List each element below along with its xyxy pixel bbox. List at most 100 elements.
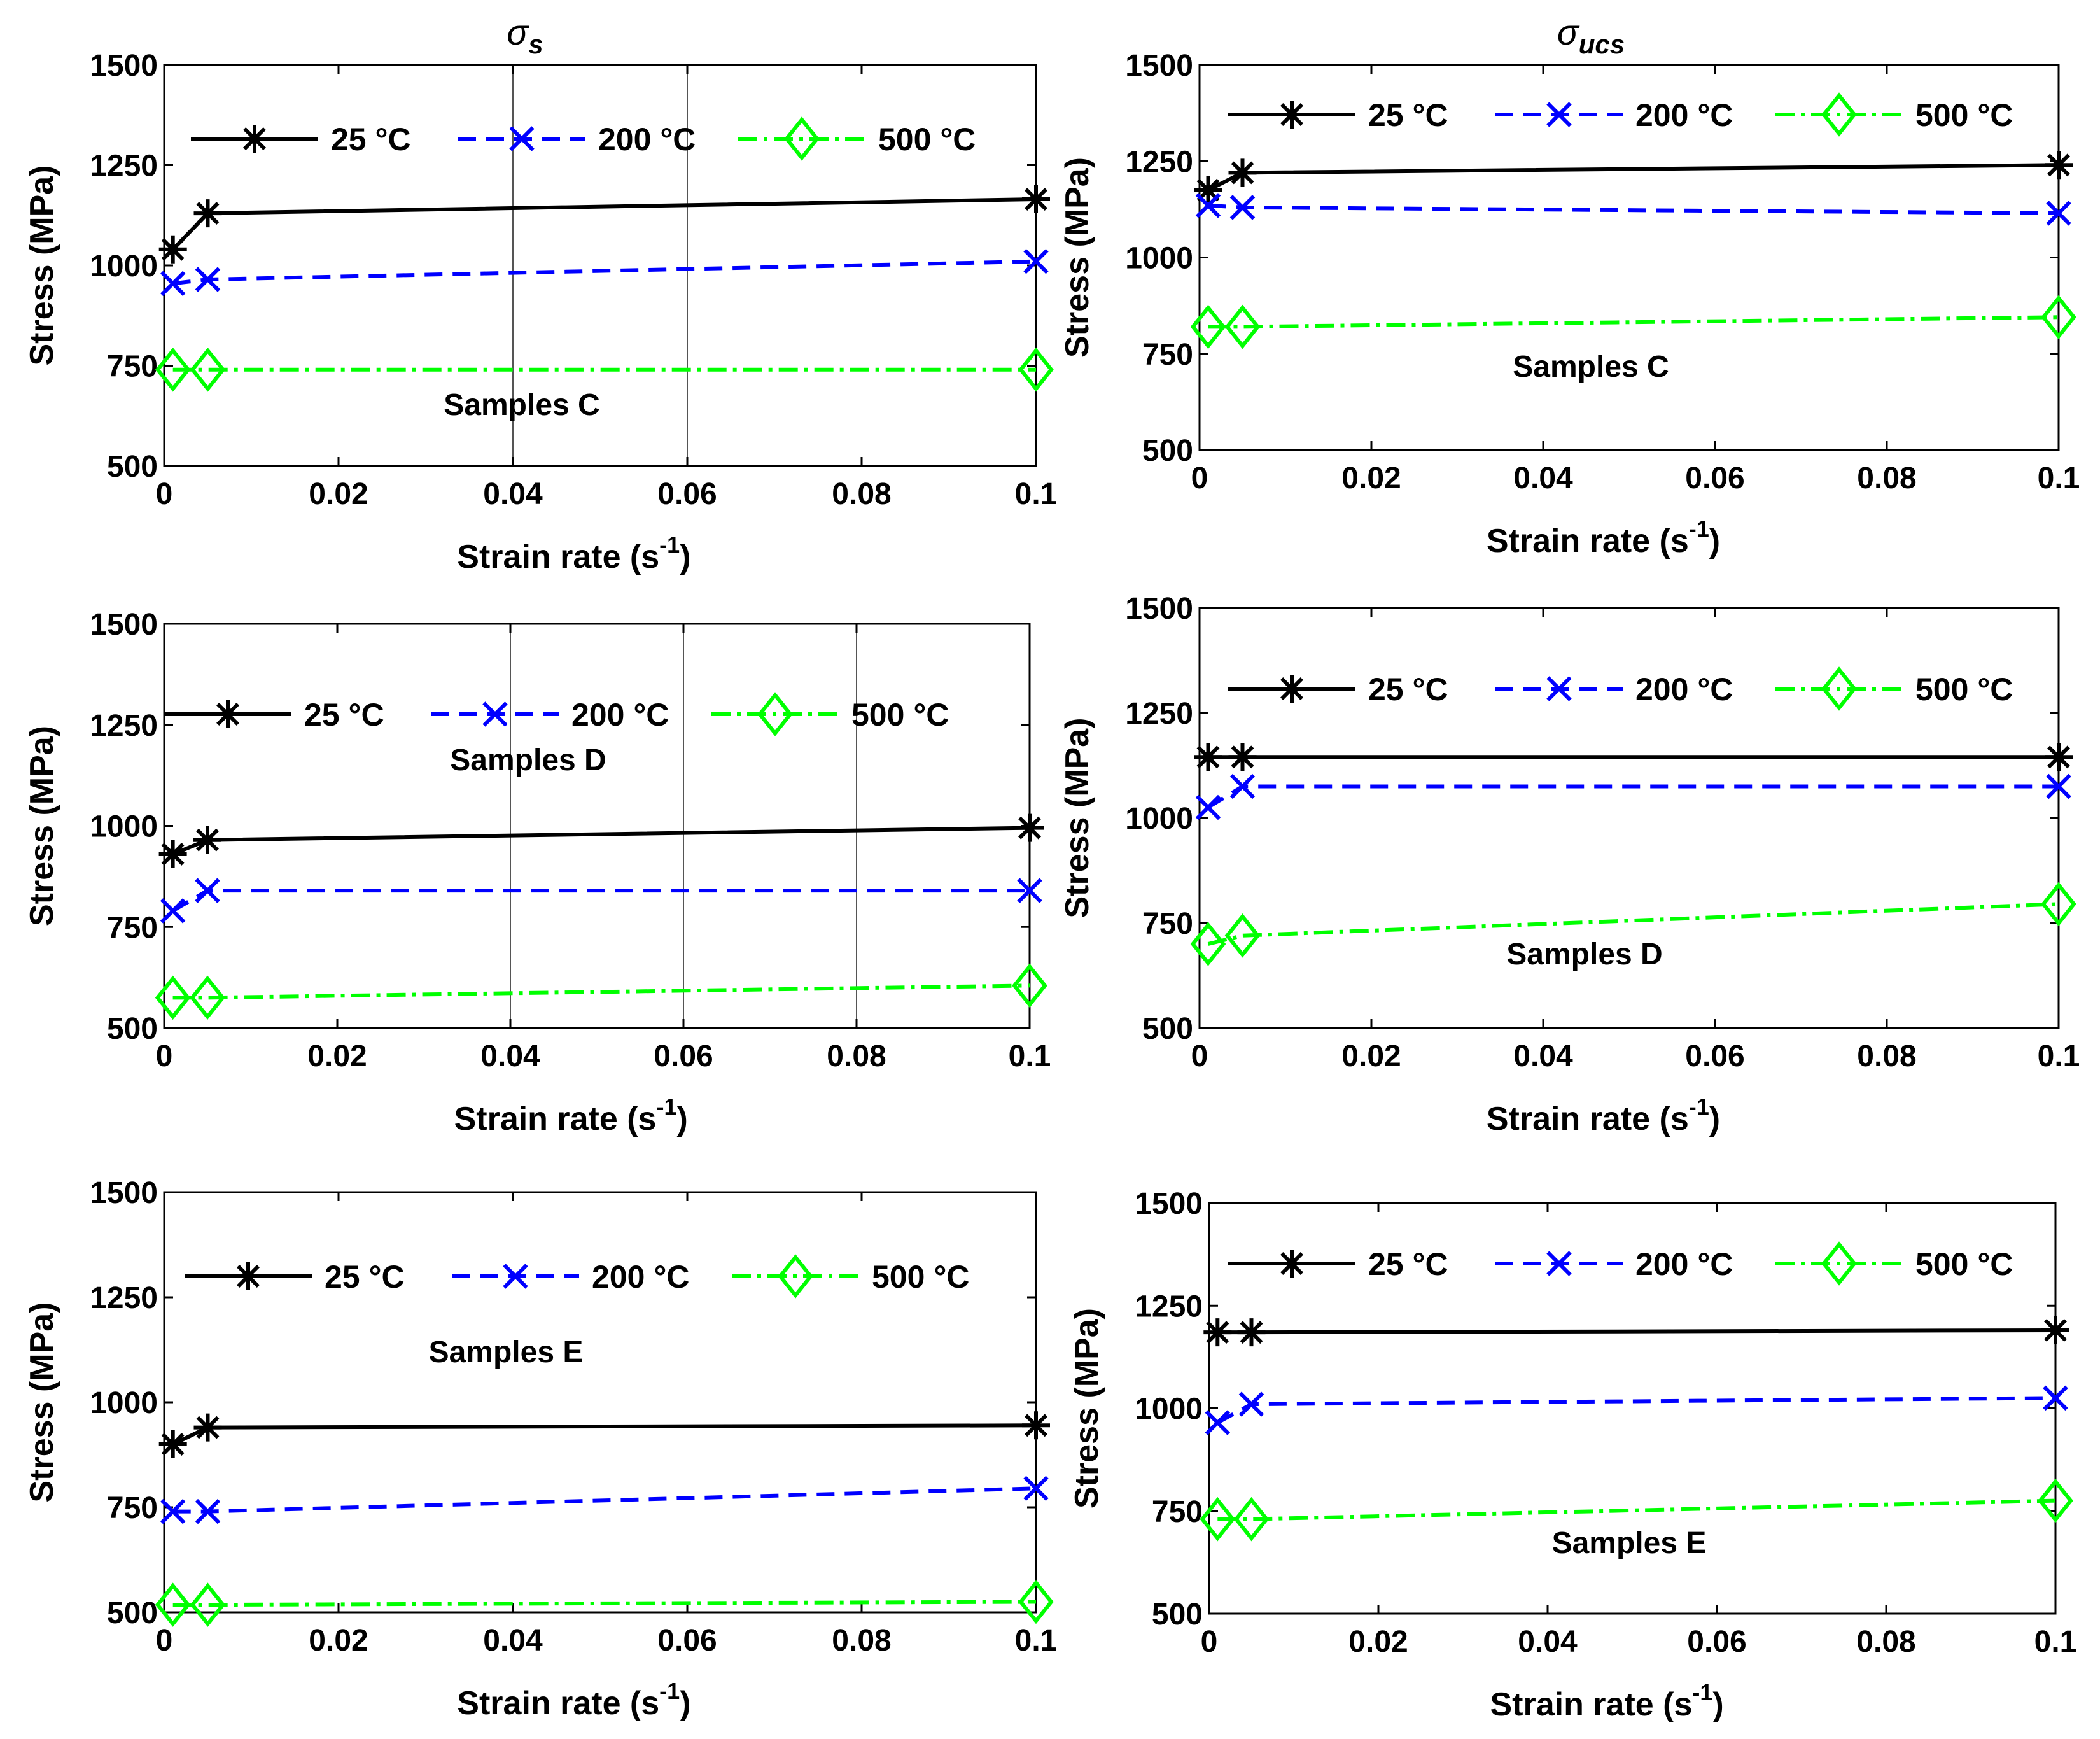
- x-tick-label: 0.1: [2038, 1039, 2080, 1073]
- chart-panel-sigma-s-D: 0 0.02 0.04 0.06 0.08 0.1 500 750 1000 1250 1500 St…: [24, 608, 1051, 1137]
- legend-label-2: 500 °C: [872, 1259, 969, 1295]
- x-tick-label: 0.02: [1348, 1625, 1408, 1659]
- x-tick-label: 0.04: [1518, 1625, 1578, 1659]
- legend-label-0: 25 °C: [1368, 1246, 1448, 1282]
- legend-marker-0: [1278, 101, 1306, 129]
- series-line-0: [172, 826, 1030, 856]
- y-tick-label: 500: [107, 1596, 158, 1630]
- legend-label-2: 500 °C: [1915, 672, 2013, 707]
- x-axis-label: Strain rate (s-1): [1487, 516, 1720, 560]
- data-point-2-1: [1233, 1496, 1270, 1542]
- data-point-1-2: [2043, 1385, 2068, 1411]
- data-point-0-0: [1194, 176, 1222, 204]
- x-tick-label: 0.08: [832, 1624, 891, 1658]
- plot-frame: [163, 1191, 1037, 1614]
- y-tick-label: 1250: [1135, 1290, 1203, 1323]
- series-line-1: [1208, 203, 2059, 215]
- series-line-0: [1217, 1328, 2056, 1335]
- legend-label-2: 500 °C: [878, 122, 976, 157]
- series-line-0: [1207, 163, 2059, 192]
- x-tick-label: 0.1: [1015, 1624, 1058, 1658]
- x-axis-label-text: Strain rate (s: [457, 539, 659, 575]
- data-point-1-2: [1023, 248, 1049, 274]
- data-point-0-2: [1022, 1411, 1050, 1440]
- y-tick-label: 1250: [1125, 145, 1193, 179]
- data-point-2-1: [1224, 304, 1261, 349]
- data-point-2-0: [1190, 922, 1226, 966]
- x-axis-label-text: Strain rate (s: [454, 1101, 657, 1137]
- sample-annotation: Samples D: [1506, 938, 1662, 971]
- y-tick-label: 1000: [1125, 802, 1193, 836]
- x-axis-label-sup: -1: [659, 1678, 680, 1704]
- x-tick-label: 0.06: [1685, 1039, 1744, 1073]
- column-title-left-subscript: s: [528, 29, 543, 59]
- chart-panel-sigma-s-C: 0 0.02 0.04 0.06 0.08 0.1 500 750 1000 1250 1500 St…: [24, 49, 1057, 575]
- legend-label-1: 200 °C: [1635, 97, 1733, 133]
- sample-annotation: Samples E: [429, 1335, 584, 1369]
- data-point-0-1: [1228, 158, 1257, 187]
- legend-marker-2: [778, 1254, 813, 1299]
- data-point-0-0: [158, 840, 187, 868]
- x-axis-label: Strain rate (s-1): [457, 1678, 690, 1722]
- legend-marker-2: [1821, 92, 1857, 137]
- x-tick-label: 0: [156, 1039, 173, 1073]
- series-line-1: [1207, 784, 2059, 810]
- y-axis-label: Stress (MPa): [24, 1302, 60, 1503]
- x-axis-label-text: Strain rate (s: [457, 1685, 659, 1722]
- legend-marker-0: [234, 1262, 262, 1290]
- x-axis-label-sup: -1: [1692, 1679, 1712, 1705]
- x-tick-label: 0.08: [1857, 1039, 1916, 1073]
- legend-label-0: 25 °C: [1368, 672, 1448, 707]
- x-tick-label: 0.04: [483, 1624, 543, 1658]
- x-tick-label: 0: [1191, 461, 1208, 495]
- data-point-1-2: [1023, 1475, 1049, 1502]
- data-point-1-1: [1229, 773, 1256, 799]
- x-tick-label: 0: [156, 477, 173, 511]
- data-point-2-2: [2041, 295, 2076, 340]
- legend: 25 °C 200 °C 500 °C: [1228, 92, 2013, 137]
- y-tick-label: 1500: [90, 608, 158, 642]
- legend-label-0: 25 °C: [1368, 97, 1448, 133]
- data-point-1-2: [2046, 773, 2071, 799]
- data-point-1-0: [1195, 794, 1221, 820]
- plot-frame: [163, 623, 1031, 1029]
- y-tick-label: 750: [107, 350, 158, 384]
- legend: 25 °C 200 °C 500 °C: [191, 116, 976, 161]
- y-axis-label: Stress (MPa): [1068, 1308, 1105, 1509]
- x-tick-label: 0.04: [480, 1039, 540, 1073]
- x-axis-label-text: Strain rate (s: [1487, 1101, 1689, 1137]
- data-point-0-2: [2045, 743, 2073, 771]
- x-tick-label: 0.08: [1856, 1625, 1915, 1659]
- x-axis-label: Strain rate (s-1): [454, 1094, 688, 1137]
- data-point-2-0: [155, 1582, 191, 1627]
- chart-panel-sigma-ucs-D: 0 0.02 0.04 0.06 0.08 0.1 500 750 1000 1250 1500 St…: [1059, 592, 2080, 1137]
- x-axis-label-close: ): [680, 539, 690, 575]
- y-tick-label: 1250: [90, 1281, 158, 1315]
- y-tick-label: 1000: [90, 810, 158, 844]
- x-axis-label-sup: -1: [659, 532, 680, 558]
- data-point-2-1: [1224, 913, 1261, 958]
- y-axis-label: Stress (MPa): [1059, 157, 1096, 358]
- series-line-1: [172, 1486, 1037, 1514]
- y-axis-label: Stress (MPa): [24, 165, 60, 366]
- legend-marker-1: [1546, 102, 1572, 127]
- data-point-2-0: [155, 347, 191, 392]
- x-axis-label-close: ): [680, 1685, 690, 1722]
- legend-marker-0: [1278, 675, 1306, 703]
- x-tick-label: 0.1: [1009, 1039, 1051, 1073]
- legend-marker-1: [509, 126, 535, 151]
- sample-annotation: Samples E: [1552, 1526, 1707, 1560]
- legend-label-0: 25 °C: [304, 697, 384, 733]
- legend-marker-1: [503, 1264, 528, 1289]
- data-point-0-2: [1022, 185, 1050, 214]
- series-line-1: [172, 889, 1030, 913]
- y-axis-label: Stress (MPa): [24, 726, 60, 926]
- legend-marker-2: [1821, 1241, 1857, 1286]
- series-line-1: [172, 259, 1037, 286]
- chart-panel-sigma-ucs-E: 0 0.02 0.04 0.06 0.08 0.1 500 750 1000 1250 1500 St…: [1068, 1187, 2076, 1723]
- y-tick-label: 1500: [1125, 592, 1193, 626]
- column-title-right-subscript: ucs: [1579, 29, 1625, 59]
- x-tick-label: 0.06: [1687, 1625, 1746, 1659]
- series-line-2: [1217, 1498, 2056, 1521]
- data-point-2-0: [1190, 304, 1226, 349]
